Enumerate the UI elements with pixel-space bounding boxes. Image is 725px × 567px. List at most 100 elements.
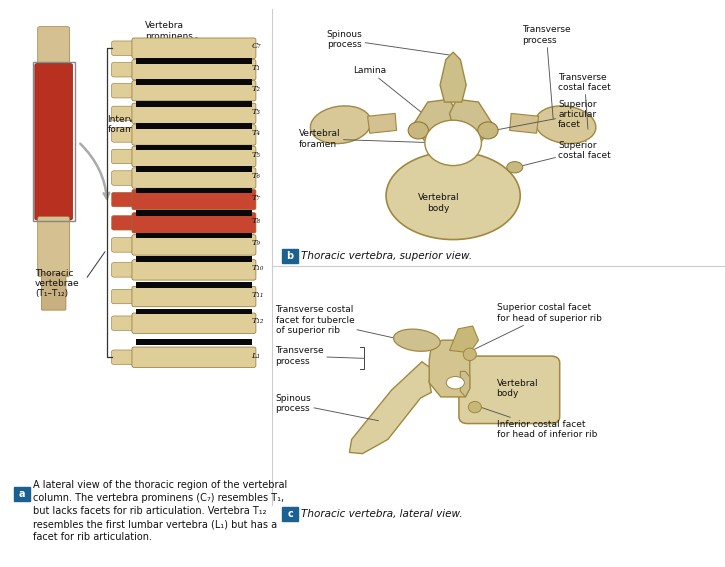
Text: C₇: C₇ — [252, 43, 261, 50]
Text: T₄: T₄ — [252, 129, 260, 137]
FancyBboxPatch shape — [132, 235, 256, 255]
Bar — [136, 188, 252, 193]
Text: Vertebral
body: Vertebral body — [418, 193, 460, 213]
Polygon shape — [413, 99, 457, 156]
FancyBboxPatch shape — [112, 238, 136, 252]
Text: Transverse costal
facet for tubercle
of superior rib: Transverse costal facet for tubercle of … — [276, 306, 417, 343]
Polygon shape — [429, 340, 470, 397]
Bar — [136, 101, 252, 107]
Bar — [33, 62, 75, 221]
Text: T₉: T₉ — [252, 239, 260, 247]
Bar — [136, 339, 252, 345]
Bar — [136, 256, 252, 262]
Text: Thoracic
vertebrае
(T₁–T₁₂): Thoracic vertebrае (T₁–T₁₂) — [35, 269, 80, 298]
Text: Lamina: Lamina — [353, 66, 424, 115]
Text: T₁₀: T₁₀ — [252, 264, 264, 272]
Ellipse shape — [468, 401, 481, 413]
FancyBboxPatch shape — [132, 125, 256, 145]
Ellipse shape — [446, 376, 464, 389]
FancyBboxPatch shape — [132, 213, 256, 233]
Polygon shape — [450, 326, 478, 353]
Bar — [136, 308, 252, 314]
Text: T₁₁: T₁₁ — [252, 291, 264, 299]
FancyBboxPatch shape — [112, 128, 136, 142]
Text: a: a — [19, 489, 25, 499]
FancyBboxPatch shape — [112, 171, 136, 185]
Ellipse shape — [310, 106, 371, 143]
Text: T₇: T₇ — [252, 194, 260, 202]
Polygon shape — [450, 99, 493, 156]
FancyBboxPatch shape — [132, 60, 256, 80]
Polygon shape — [510, 113, 539, 133]
Ellipse shape — [478, 122, 498, 139]
FancyBboxPatch shape — [132, 286, 256, 307]
FancyBboxPatch shape — [132, 146, 256, 167]
FancyBboxPatch shape — [112, 350, 136, 365]
Text: T₃: T₃ — [252, 108, 260, 116]
FancyBboxPatch shape — [132, 189, 256, 210]
FancyBboxPatch shape — [132, 260, 256, 280]
Text: Intervertebral
foramen: Intervertebral foramen — [107, 115, 174, 134]
Ellipse shape — [394, 329, 440, 352]
Bar — [136, 233, 252, 239]
Text: Vertebra
prominens: Vertebra prominens — [145, 22, 239, 48]
FancyBboxPatch shape — [112, 149, 136, 164]
Text: Vertebral
foramen: Vertebral foramen — [299, 129, 439, 149]
Polygon shape — [460, 371, 470, 397]
FancyBboxPatch shape — [112, 263, 136, 277]
Text: T₁: T₁ — [252, 64, 260, 72]
Text: Thoracic vertebra, superior view.: Thoracic vertebra, superior view. — [301, 251, 472, 261]
Bar — [136, 79, 252, 85]
Ellipse shape — [386, 152, 520, 239]
FancyBboxPatch shape — [112, 316, 136, 331]
FancyBboxPatch shape — [132, 81, 256, 101]
FancyBboxPatch shape — [282, 507, 298, 521]
Text: Superior
articular
facet: Superior articular facet — [494, 100, 597, 130]
Text: Superior
costal facet: Superior costal facet — [516, 141, 611, 167]
Text: T₆: T₆ — [252, 172, 260, 180]
Text: Inferior costal facet
for head of inferior rib: Inferior costal facet for head of inferi… — [477, 406, 597, 439]
Text: Superior costal facet
for head of superior rib: Superior costal facet for head of superi… — [470, 303, 602, 352]
Polygon shape — [349, 362, 431, 454]
Bar — [136, 58, 252, 64]
Text: Spinous
process: Spinous process — [276, 394, 378, 421]
FancyBboxPatch shape — [112, 215, 136, 230]
Text: T₁₂: T₁₂ — [252, 318, 264, 325]
Text: Thoracic vertebra, lateral view.: Thoracic vertebra, lateral view. — [301, 509, 463, 519]
Text: L₁: L₁ — [252, 352, 260, 359]
FancyBboxPatch shape — [38, 217, 70, 277]
Text: T₈: T₈ — [252, 217, 260, 225]
Text: b: b — [286, 251, 294, 261]
Ellipse shape — [463, 348, 476, 361]
FancyBboxPatch shape — [112, 41, 136, 56]
Text: c: c — [287, 509, 293, 519]
Ellipse shape — [507, 162, 523, 173]
Bar — [136, 166, 252, 172]
FancyBboxPatch shape — [112, 192, 136, 207]
Ellipse shape — [408, 122, 428, 139]
Ellipse shape — [535, 106, 596, 143]
FancyBboxPatch shape — [132, 103, 256, 124]
FancyBboxPatch shape — [112, 62, 136, 77]
Bar — [136, 282, 252, 288]
Text: Transverse
process: Transverse process — [276, 346, 364, 366]
Text: Transverse
process: Transverse process — [522, 26, 571, 119]
FancyBboxPatch shape — [132, 38, 256, 58]
FancyBboxPatch shape — [459, 356, 560, 424]
FancyBboxPatch shape — [112, 106, 136, 121]
FancyBboxPatch shape — [38, 27, 70, 67]
Polygon shape — [440, 52, 466, 102]
Text: Transverse
costal facet: Transverse costal facet — [558, 73, 611, 129]
Ellipse shape — [425, 120, 481, 166]
FancyBboxPatch shape — [35, 64, 72, 220]
FancyBboxPatch shape — [132, 168, 256, 188]
Text: Vertebral
body: Vertebral body — [497, 379, 538, 398]
Bar — [136, 210, 252, 216]
Text: T₂: T₂ — [252, 85, 260, 93]
FancyBboxPatch shape — [112, 289, 136, 304]
FancyBboxPatch shape — [112, 83, 136, 98]
Polygon shape — [368, 113, 397, 133]
Bar — [136, 145, 252, 150]
FancyBboxPatch shape — [14, 487, 30, 501]
Text: T₅: T₅ — [252, 151, 260, 159]
